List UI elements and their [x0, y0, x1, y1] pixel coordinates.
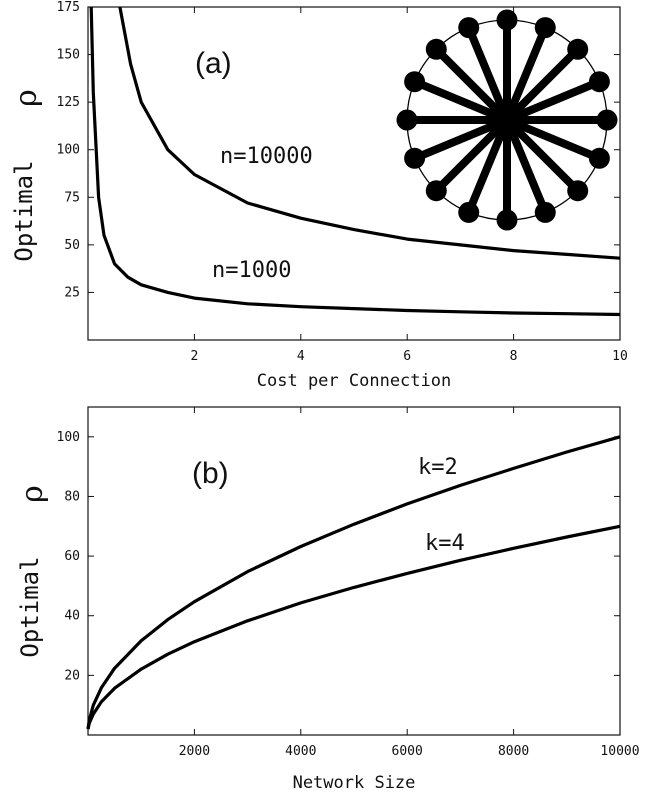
x-tick-label: 2000: [179, 744, 210, 759]
x-tick-label: 6: [403, 349, 411, 364]
x-tick-label: 4: [297, 349, 305, 364]
panel-a-ylabel-text: Optimal: [10, 160, 38, 261]
curve-label-k4: k=4: [425, 531, 465, 556]
y-tick-label: 100: [57, 430, 80, 445]
x-tick-label: 10: [612, 349, 628, 364]
panel-a-x-ticks: 2 4 6 8 10: [190, 7, 628, 364]
inset-leaf-node: [534, 17, 556, 39]
panel-b-y-axis-label: Optimal ρ: [15, 485, 50, 657]
x-tick-label: 4000: [285, 744, 316, 759]
inset-leaf-node: [496, 9, 518, 31]
y-tick-label: 80: [64, 489, 80, 504]
x-tick-label: 8000: [498, 744, 529, 759]
panel-b-ylabel-text: Optimal: [16, 556, 44, 657]
inset-leaf-node: [534, 201, 556, 223]
star-network-inset: [396, 9, 618, 231]
y-tick-label: 60: [64, 549, 80, 564]
x-tick-label: 8: [510, 349, 518, 364]
inset-leaf-node: [404, 147, 426, 169]
curve-label-k2: k=2: [418, 455, 458, 480]
panel-b-x-ticks: 2000 4000 6000 8000 10000: [179, 407, 640, 759]
y-tick-label: 75: [64, 190, 80, 205]
panel-b-y-ticks: 20 40 60 80 100: [57, 430, 620, 683]
panel-b-x-axis-label: Network Size: [293, 773, 416, 793]
x-tick-label: 10000: [600, 744, 639, 759]
panel-a-y-axis-label: Optimal ρ: [9, 89, 44, 261]
panel-a-frame: [87, 6, 621, 341]
panel-b-curves: [86, 435, 621, 730]
inset-leaf-node: [588, 71, 610, 93]
inset-leaf-node: [567, 180, 589, 202]
inset-leaf-node: [596, 109, 618, 131]
y-tick-label: 50: [64, 238, 80, 253]
x-tick-label: 6000: [392, 744, 423, 759]
panel-a-ylabel-rho: ρ: [9, 89, 44, 107]
inset-leaf-node: [396, 109, 418, 131]
x-tick-label: 2: [190, 349, 198, 364]
y-tick-label: 150: [57, 48, 80, 63]
y-tick-label: 40: [64, 609, 80, 624]
inset-leaf-node: [458, 17, 480, 39]
y-tick-label: 125: [57, 95, 80, 110]
panel-b: 2000 4000 6000 8000 10000 20 40 60 80 100 (b) k=…: [15, 406, 640, 793]
panel-b-frame: [87, 406, 621, 736]
y-tick-label: 20: [64, 668, 80, 683]
inset-leaf-node: [496, 209, 518, 231]
y-tick-label: 100: [57, 143, 80, 158]
panel-a: 2 4 6 8 10 25 50 75 100 125 150 175 (a) n=10000 n=…: [9, 0, 628, 391]
panel-b-tag: (b): [192, 457, 229, 490]
inset-hub-node: [489, 102, 525, 138]
series-line-n1000: [89, 6, 621, 317]
y-tick-label: 175: [57, 0, 80, 15]
inset-leaf-node: [567, 38, 589, 60]
inset-leaf-node: [458, 201, 480, 223]
inset-leaf-node: [425, 180, 447, 202]
panel-a-curves: [89, 6, 621, 317]
panel-a-x-axis-label: Cost per Connection: [257, 371, 451, 391]
panel-b-ylabel-rho: ρ: [15, 485, 50, 503]
inset-leaf-node: [425, 38, 447, 60]
inset-leaf-node: [588, 147, 610, 169]
series-line-k4: [86, 524, 621, 730]
series-line-k2: [86, 435, 621, 730]
y-tick-label: 25: [64, 285, 80, 300]
panel-a-y-ticks: 25 50 75 100 125 150 175: [57, 0, 620, 300]
series-line-n10000: [118, 6, 621, 260]
curve-label-n10000: n=10000: [220, 144, 313, 169]
inset-leaf-node: [404, 71, 426, 93]
curve-label-n1000: n=1000: [212, 258, 291, 283]
panel-a-tag: (a): [195, 47, 232, 80]
